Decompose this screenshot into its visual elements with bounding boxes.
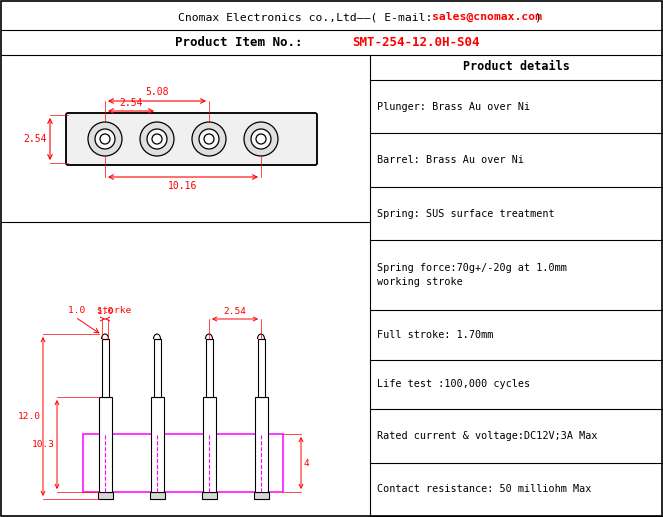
Text: Rated current & voltage:DC12V;3A Max: Rated current & voltage:DC12V;3A Max <box>377 431 597 441</box>
Circle shape <box>152 134 162 144</box>
Text: 2.54: 2.54 <box>223 307 247 316</box>
Text: 10.3: 10.3 <box>32 440 55 449</box>
Bar <box>203 397 216 492</box>
Text: Spring force:70g+/-20g at 1.0mm: Spring force:70g+/-20g at 1.0mm <box>377 263 567 273</box>
Text: sales@cnomax.com: sales@cnomax.com <box>432 12 542 22</box>
Text: working stroke: working stroke <box>377 278 463 287</box>
Bar <box>151 397 164 492</box>
Circle shape <box>88 122 122 156</box>
Circle shape <box>199 129 219 149</box>
Bar <box>83 434 283 492</box>
Bar <box>255 397 268 492</box>
Circle shape <box>147 129 167 149</box>
Bar <box>99 397 112 492</box>
Text: 5.08: 5.08 <box>145 87 169 97</box>
Bar <box>254 492 269 499</box>
Circle shape <box>95 129 115 149</box>
Text: Contact resistance: 50 milliohm Max: Contact resistance: 50 milliohm Max <box>377 484 591 494</box>
Text: Full stroke: 1.70mm: Full stroke: 1.70mm <box>377 330 493 340</box>
Bar <box>154 339 161 397</box>
Bar <box>206 339 213 397</box>
Text: Product Item No.:: Product Item No.: <box>175 37 310 50</box>
Text: 1.0  storke: 1.0 storke <box>68 306 131 315</box>
Text: 12.0: 12.0 <box>18 412 41 421</box>
Text: ): ) <box>534 12 541 22</box>
Circle shape <box>140 122 174 156</box>
Text: Barrel: Brass Au over Ni: Barrel: Brass Au over Ni <box>377 155 524 165</box>
Circle shape <box>100 134 110 144</box>
Bar <box>98 492 113 499</box>
Circle shape <box>244 122 278 156</box>
Text: Cnomax Electronics co.,Ltd——( E-mail:: Cnomax Electronics co.,Ltd——( E-mail: <box>178 12 440 22</box>
Text: 2.54: 2.54 <box>119 98 143 108</box>
Text: 10.16: 10.16 <box>168 181 198 191</box>
Text: Life test :100,000 cycles: Life test :100,000 cycles <box>377 379 530 389</box>
Circle shape <box>256 134 266 144</box>
Circle shape <box>192 122 226 156</box>
Bar <box>102 339 109 397</box>
Text: Plunger: Brass Au over Ni: Plunger: Brass Au over Ni <box>377 102 530 112</box>
Bar <box>258 339 265 397</box>
Text: Product details: Product details <box>463 60 570 73</box>
Bar <box>202 492 217 499</box>
Circle shape <box>251 129 271 149</box>
Text: 2.54: 2.54 <box>23 134 47 144</box>
Bar <box>150 492 165 499</box>
Circle shape <box>204 134 214 144</box>
Text: 1.0: 1.0 <box>96 307 113 316</box>
Text: 4: 4 <box>304 459 310 467</box>
Text: SMT-254-12.0H-S04: SMT-254-12.0H-S04 <box>352 37 479 50</box>
FancyBboxPatch shape <box>66 113 317 165</box>
Text: Spring: SUS surface treatment: Spring: SUS surface treatment <box>377 209 555 219</box>
